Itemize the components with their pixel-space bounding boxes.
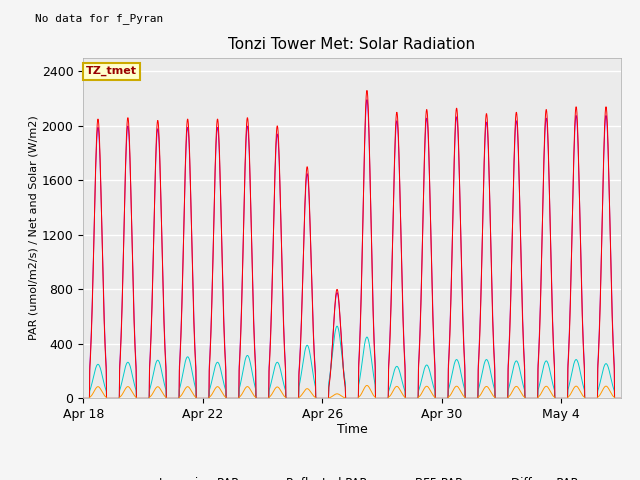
Y-axis label: PAR (umol/m2/s) / Net and Solar (W/m2): PAR (umol/m2/s) / Net and Solar (W/m2) xyxy=(29,116,39,340)
X-axis label: Time: Time xyxy=(337,422,367,435)
Title: Tonzi Tower Met: Solar Radiation: Tonzi Tower Met: Solar Radiation xyxy=(228,37,476,52)
Text: No data for f_Pyran: No data for f_Pyran xyxy=(35,13,163,24)
Legend: Incoming PAR, Reflected PAR, BF5 PAR, Diffuse PAR: Incoming PAR, Reflected PAR, BF5 PAR, Di… xyxy=(121,472,583,480)
Text: TZ_tmet: TZ_tmet xyxy=(86,66,137,76)
